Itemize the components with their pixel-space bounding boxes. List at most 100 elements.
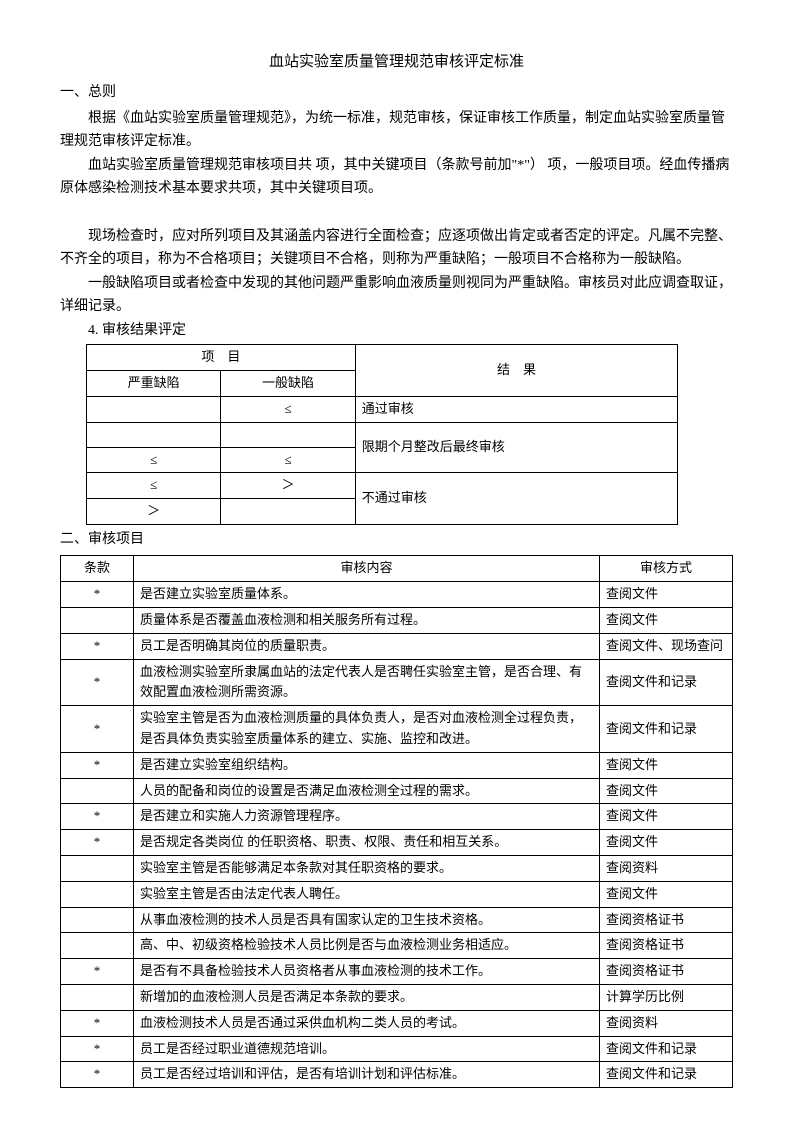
cell-content: 实验室主管是否由法定代表人聘任。 [134, 881, 600, 907]
cell-method: 查阅资料 [600, 856, 733, 882]
cell-severe: ≤ [87, 473, 221, 499]
cell-content: 血液检测技术人员是否通过采供血机构二类人员的考试。 [134, 1010, 600, 1036]
cell-clause [61, 881, 134, 907]
header-content: 审核内容 [134, 556, 600, 582]
result-table: 项 目 结 果 严重缺陷 一般缺陷 ≤通过审核限期个月整改后最终审核≤≤≤＞不通… [86, 344, 678, 525]
table-row: *血液检测技术人员是否通过采供血机构二类人员的考试。查阅资料 [61, 1010, 733, 1036]
cell-general: ＞ [221, 473, 355, 499]
cell-content: 高、中、初级资格检验技术人员比例是否与血液检测业务相适应。 [134, 933, 600, 959]
cell-content: 是否建立和实施人力资源管理程序。 [134, 804, 600, 830]
paragraph-4: 一般缺陷项目或者检查中发现的其他问题严重影响血液质量则视同为严重缺陷。审核员对此… [60, 273, 733, 318]
cell-result: 限期个月整改后最终审核 [355, 422, 677, 473]
table-row: *员工是否明确其岗位的质量职责。查阅文件、现场查问 [61, 633, 733, 659]
cell-clause: * [61, 1010, 134, 1036]
cell-content: 质量体系是否覆盖血液检测和相关服务所有过程。 [134, 608, 600, 634]
table-row: *是否建立实验室质量体系。查阅文件 [61, 582, 733, 608]
table-row: 人员的配备和岗位的设置是否满足血液检测全过程的需求。查阅文件 [61, 778, 733, 804]
cell-content: 是否规定各类岗位 的任职资格、职责、权限、责任和相互关系。 [134, 830, 600, 856]
cell-method: 查阅文件和记录 [600, 659, 733, 706]
cell-method: 计算学历比例 [600, 985, 733, 1011]
cell-content: 血液检测实验室所隶属血站的法定代表人是否聘任实验室主管，是否合理、有效配置血液检… [134, 659, 600, 706]
cell-clause: * [61, 830, 134, 856]
paragraph-5: 4. 审核结果评定 [88, 320, 733, 342]
page-title: 血站实验室质量管理规范审核评定标准 [60, 50, 733, 74]
cell-content: 是否建立实验室质量体系。 [134, 582, 600, 608]
table-row: 从事血液检测的技术人员是否具有国家认定的卫生技术资格。查阅资格证书 [61, 907, 733, 933]
table-row: *员工是否经过培训和评估，是否有培训计划和评估标准。查阅文件和记录 [61, 1062, 733, 1088]
cell-clause: * [61, 582, 134, 608]
cell-severe: ＞ [87, 499, 221, 525]
cell-content: 是否有不具备检验技术人员资格者从事血液检测的技术工作。 [134, 959, 600, 985]
cell-clause [61, 933, 134, 959]
paragraph-1: 根据《血站实验室质量管理规范》，为统一标准，规范审核，保证审核工作质量，制定血站… [60, 108, 733, 153]
header-clause: 条款 [61, 556, 134, 582]
cell-content: 从事血液检测的技术人员是否具有国家认定的卫生技术资格。 [134, 907, 600, 933]
cell-content: 新增加的血液检测人员是否满足本条款的要求。 [134, 985, 600, 1011]
cell-content: 实验室主管是否能够满足本条款对其任职资格的要求。 [134, 856, 600, 882]
cell-clause [61, 907, 134, 933]
cell-method: 查阅文件 [600, 804, 733, 830]
section-1-heading: 一、总则 [60, 82, 733, 104]
table-row: *是否有不具备检验技术人员资格者从事血液检测的技术工作。查阅资格证书 [61, 959, 733, 985]
header-item: 项 目 [87, 345, 356, 371]
cell-clause: * [61, 804, 134, 830]
cell-content: 实验室主管是否为血液检测质量的具体负责人，是否对血液检测全过程负责，是否具体负责… [134, 706, 600, 753]
cell-method: 查阅文件 [600, 608, 733, 634]
cell-clause: * [61, 659, 134, 706]
cell-content: 是否建立实验室组织结构。 [134, 752, 600, 778]
cell-general [221, 499, 355, 525]
cell-severe: ≤ [87, 447, 221, 473]
cell-clause [61, 856, 134, 882]
cell-clause: * [61, 959, 134, 985]
table-row: 实验室主管是否能够满足本条款对其任职资格的要求。查阅资料 [61, 856, 733, 882]
cell-result: 通过审核 [355, 396, 677, 422]
cell-clause: * [61, 752, 134, 778]
table-row: 质量体系是否覆盖血液检测和相关服务所有过程。查阅文件 [61, 608, 733, 634]
cell-method: 查阅资格证书 [600, 959, 733, 985]
paragraph-3: 现场检查时，应对所列项目及其涵盖内容进行全面检查；应逐项做出肯定或者否定的评定。… [60, 226, 733, 271]
cell-clause [61, 608, 134, 634]
table-row: *是否规定各类岗位 的任职资格、职责、权限、责任和相互关系。查阅文件 [61, 830, 733, 856]
header-method: 审核方式 [600, 556, 733, 582]
paragraph-2: 血站实验室质量管理规范审核项目共 项，其中关键项目（条款号前加"*"） 项，一般… [60, 155, 733, 200]
cell-content: 员工是否经过培训和评估，是否有培训计划和评估标准。 [134, 1062, 600, 1088]
cell-clause: * [61, 633, 134, 659]
cell-method: 查阅文件 [600, 752, 733, 778]
header-severe: 严重缺陷 [87, 371, 221, 397]
cell-method: 查阅文件和记录 [600, 706, 733, 753]
audit-table: 条款 审核内容 审核方式 *是否建立实验室质量体系。查阅文件质量体系是否覆盖血液… [60, 555, 733, 1088]
cell-general: ≤ [221, 396, 355, 422]
table-row: *是否建立实验室组织结构。查阅文件 [61, 752, 733, 778]
cell-method: 查阅文件 [600, 778, 733, 804]
cell-clause: * [61, 706, 134, 753]
section-2-heading: 二、审核项目 [60, 529, 733, 551]
cell-result: 不通过审核 [355, 473, 677, 525]
cell-general: ≤ [221, 447, 355, 473]
cell-clause [61, 778, 134, 804]
cell-general [221, 422, 355, 447]
cell-method: 查阅文件 [600, 881, 733, 907]
cell-method: 查阅文件 [600, 830, 733, 856]
cell-severe [87, 396, 221, 422]
cell-clause: * [61, 1036, 134, 1062]
cell-severe [87, 422, 221, 447]
cell-method: 查阅文件和记录 [600, 1036, 733, 1062]
cell-clause: * [61, 1062, 134, 1088]
cell-content: 员工是否经过职业道德规范培训。 [134, 1036, 600, 1062]
cell-clause [61, 985, 134, 1011]
cell-content: 员工是否明确其岗位的质量职责。 [134, 633, 600, 659]
cell-method: 查阅资格证书 [600, 933, 733, 959]
table-row: 高、中、初级资格检验技术人员比例是否与血液检测业务相适应。查阅资格证书 [61, 933, 733, 959]
table-row: 实验室主管是否由法定代表人聘任。查阅文件 [61, 881, 733, 907]
cell-content: 人员的配备和岗位的设置是否满足血液检测全过程的需求。 [134, 778, 600, 804]
cell-method: 查阅文件和记录 [600, 1062, 733, 1088]
cell-method: 查阅文件 [600, 582, 733, 608]
table-row: *血液检测实验室所隶属血站的法定代表人是否聘任实验室主管，是否合理、有效配置血液… [61, 659, 733, 706]
table-row: 新增加的血液检测人员是否满足本条款的要求。计算学历比例 [61, 985, 733, 1011]
header-result: 结 果 [355, 345, 677, 397]
cell-method: 查阅文件、现场查问 [600, 633, 733, 659]
table-row: *是否建立和实施人力资源管理程序。查阅文件 [61, 804, 733, 830]
table-row: *实验室主管是否为血液检测质量的具体负责人，是否对血液检测全过程负责，是否具体负… [61, 706, 733, 753]
table-row: *员工是否经过职业道德规范培训。查阅文件和记录 [61, 1036, 733, 1062]
cell-method: 查阅资格证书 [600, 907, 733, 933]
